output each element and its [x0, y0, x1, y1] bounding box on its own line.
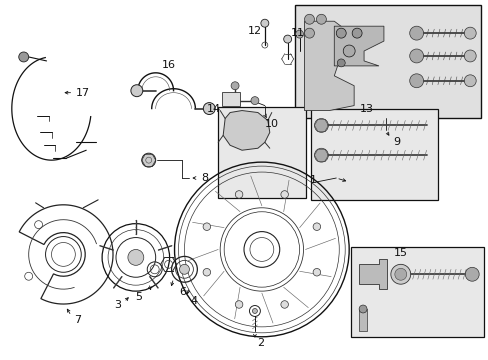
Circle shape: [203, 269, 210, 276]
Circle shape: [463, 27, 475, 39]
Circle shape: [231, 82, 239, 90]
Circle shape: [409, 26, 423, 40]
Polygon shape: [223, 111, 269, 150]
Circle shape: [304, 14, 314, 24]
Text: 10: 10: [264, 120, 278, 130]
Circle shape: [203, 103, 215, 114]
Text: 9: 9: [392, 137, 400, 147]
Circle shape: [394, 268, 406, 280]
Circle shape: [280, 301, 288, 308]
Circle shape: [260, 19, 268, 27]
Circle shape: [250, 96, 258, 105]
Circle shape: [304, 28, 314, 38]
Polygon shape: [334, 26, 383, 66]
Circle shape: [19, 52, 29, 62]
Text: 4: 4: [190, 296, 198, 306]
Bar: [350, 247, 483, 337]
Circle shape: [463, 75, 475, 87]
Bar: [358, 309, 366, 331]
Circle shape: [131, 85, 142, 96]
Text: 13: 13: [359, 104, 373, 113]
Circle shape: [336, 28, 346, 38]
Circle shape: [235, 191, 243, 198]
Text: 7: 7: [74, 315, 81, 325]
Bar: [222, 92, 240, 105]
Polygon shape: [304, 21, 353, 111]
Text: 8: 8: [202, 173, 208, 183]
Circle shape: [235, 301, 243, 308]
Circle shape: [463, 50, 475, 62]
Text: 2: 2: [257, 338, 264, 348]
Text: 5: 5: [135, 292, 142, 302]
Circle shape: [316, 14, 325, 24]
Text: 1: 1: [309, 175, 316, 185]
Circle shape: [337, 59, 345, 67]
Text: 6: 6: [179, 287, 185, 297]
Circle shape: [464, 267, 478, 281]
Circle shape: [358, 305, 366, 313]
Circle shape: [409, 74, 423, 88]
Bar: [311, 109, 438, 200]
Text: 17: 17: [76, 88, 90, 98]
Text: 16: 16: [161, 60, 175, 70]
Polygon shape: [358, 260, 386, 289]
Text: 15: 15: [393, 248, 407, 258]
Text: 14: 14: [207, 104, 221, 113]
Circle shape: [351, 28, 361, 38]
Circle shape: [390, 264, 410, 284]
Circle shape: [142, 153, 155, 167]
Text: 11: 11: [290, 28, 304, 38]
Circle shape: [314, 118, 327, 132]
Circle shape: [409, 49, 423, 63]
Circle shape: [314, 148, 327, 162]
Circle shape: [280, 191, 288, 198]
Circle shape: [203, 223, 210, 230]
Circle shape: [312, 269, 320, 276]
Circle shape: [179, 264, 189, 274]
Text: 12: 12: [247, 26, 262, 36]
Circle shape: [343, 45, 354, 57]
Bar: [294, 5, 480, 118]
Bar: [218, 107, 305, 198]
Circle shape: [295, 30, 303, 38]
Circle shape: [252, 309, 257, 314]
Circle shape: [283, 35, 291, 43]
Circle shape: [128, 249, 143, 265]
Text: 3: 3: [114, 300, 121, 310]
Circle shape: [312, 223, 320, 230]
